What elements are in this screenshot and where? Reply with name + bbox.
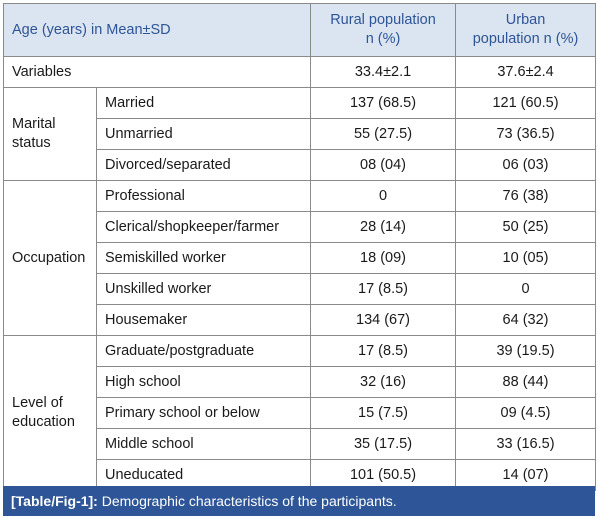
- group-label-line: Marital: [12, 116, 56, 132]
- header-rural-line2: n (%): [365, 31, 401, 47]
- caption-text: Demographic characteristics of the parti…: [101, 493, 397, 509]
- rural-value: 15 (7.5): [310, 397, 457, 429]
- urban-value: 76 (38): [455, 180, 597, 212]
- table-row: Unskilled worker 17 (8.5) 0: [4, 273, 597, 305]
- row-label: Primary school or below: [95, 397, 312, 429]
- row-label: Unmarried: [95, 118, 312, 150]
- variables-urban: 37.6±2.4: [455, 56, 597, 88]
- header-row: Age (years) in Mean±SD Rural population …: [2, 3, 597, 57]
- row-label: High school: [95, 366, 312, 398]
- rural-value: 28 (14): [310, 211, 457, 243]
- urban-value: 50 (25): [455, 211, 597, 243]
- group-label-line: Level of: [12, 395, 63, 411]
- demographics-table: Age (years) in Mean±SD Rural population …: [2, 3, 597, 491]
- header-rural-line1: Rural population: [330, 12, 436, 28]
- rural-value: 137 (68.5): [310, 87, 457, 119]
- row-label: Professional: [95, 180, 312, 212]
- urban-value: 09 (4.5): [455, 397, 597, 429]
- rural-value: 0: [310, 180, 457, 212]
- rural-value: 08 (04): [310, 149, 457, 181]
- row-label: Housemaker: [95, 304, 312, 336]
- urban-value: 0: [455, 273, 597, 305]
- rural-value: 101 (50.5): [310, 459, 457, 491]
- urban-value: 39 (19.5): [455, 335, 597, 367]
- urban-value: 33 (16.5): [455, 428, 597, 460]
- rural-value: 17 (8.5): [310, 273, 457, 305]
- row-label: Married: [95, 87, 312, 119]
- table-row: Clerical/shopkeeper/farmer 28 (14) 50 (2…: [4, 211, 597, 243]
- table-row: Unmarried 55 (27.5) 73 (36.5): [4, 118, 597, 150]
- row-label: Unskilled worker: [95, 273, 312, 305]
- urban-value: 14 (07): [455, 459, 597, 491]
- table-row: Semiskilled worker 18 (09) 10 (05): [4, 242, 597, 274]
- caption-ref: [Table/Fig-1]:: [11, 493, 98, 509]
- urban-value: 64 (32): [455, 304, 597, 336]
- table-row-variables: Variables 33.4±2.1 37.6±2.4: [2, 56, 597, 88]
- rural-value: 55 (27.5): [310, 118, 457, 150]
- header-urban-line2: population n (%): [472, 31, 579, 47]
- rural-value: 32 (16): [310, 366, 457, 398]
- group-occupation: Occupation: [3, 180, 97, 336]
- urban-value: 73 (36.5): [455, 118, 597, 150]
- group-label-line: status: [12, 135, 51, 151]
- rural-value: 134 (67): [310, 304, 457, 336]
- table-row: Marital status Married 137 (68.5) 121 (6…: [3, 87, 597, 181]
- row-label: Middle school: [95, 428, 312, 460]
- group-label-line: education: [12, 414, 75, 430]
- rural-value: 17 (8.5): [310, 335, 457, 367]
- rural-value: 18 (09): [310, 242, 457, 274]
- row-label: Semiskilled worker: [95, 242, 312, 274]
- variables-label: Variables: [2, 56, 312, 88]
- urban-value: 10 (05): [455, 242, 597, 274]
- row-label: Divorced/separated: [95, 149, 312, 181]
- header-urban: Urban population n (%): [455, 3, 597, 57]
- rural-value: 35 (17.5): [310, 428, 457, 460]
- group-level-of-education: Level of education: [3, 335, 97, 491]
- table-row: Level of education Graduate/postgraduate…: [3, 335, 597, 491]
- table-caption: [Table/Fig-1]: Demographic characteristi…: [3, 486, 595, 516]
- urban-value: 06 (03): [455, 149, 597, 181]
- header-rural: Rural population n (%): [310, 3, 457, 57]
- row-label: Clerical/shopkeeper/farmer: [95, 211, 312, 243]
- row-label: Graduate/postgraduate: [95, 335, 312, 367]
- table-row: Divorced/separated 08 (04) 06 (03): [4, 149, 597, 181]
- urban-value: 88 (44): [455, 366, 597, 398]
- table-row: Occupation Professional 0 76 (38): [3, 180, 597, 336]
- table-row: Primary school or below 15 (7.5) 09 (4.5…: [4, 397, 597, 429]
- urban-value: 121 (60.5): [455, 87, 597, 119]
- variables-rural: 33.4±2.1: [310, 56, 457, 88]
- table-row: Housemaker 134 (67) 64 (32): [4, 304, 597, 336]
- header-urban-line1: Urban: [505, 12, 546, 28]
- group-marital-status: Marital status: [3, 87, 97, 181]
- header-age: Age (years) in Mean±SD: [2, 3, 312, 57]
